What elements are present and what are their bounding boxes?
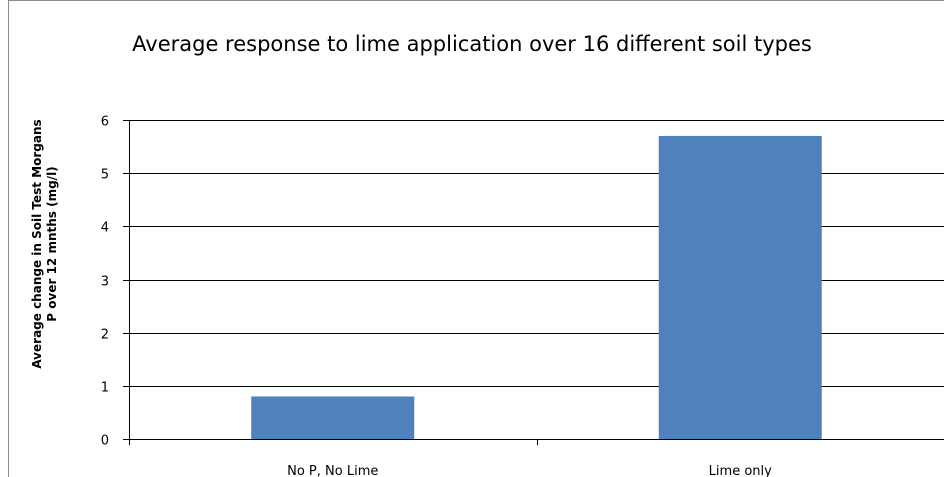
bar (658, 135, 822, 439)
chart-frame (8, 0, 944, 477)
y-tick-label: 4 (101, 221, 109, 236)
y-tick-label: 6 (101, 115, 109, 130)
bar (251, 396, 415, 439)
y-tick-label: 2 (101, 328, 109, 343)
x-tick-label: Lime only (709, 464, 772, 477)
axes (123, 120, 944, 445)
y-tick-label: 3 (101, 275, 109, 290)
bars (251, 135, 822, 439)
y-tick-label: 0 (101, 434, 109, 449)
chart-title: Average response to lime application ove… (132, 32, 812, 56)
x-tick-label: No P, No Lime (287, 464, 378, 477)
tick-labels: 0 1 2 3 4 5 6 No P, No Lime Lime only (101, 115, 772, 477)
y-tick-label: 1 (101, 381, 109, 396)
y-tick-label: 5 (101, 168, 109, 183)
